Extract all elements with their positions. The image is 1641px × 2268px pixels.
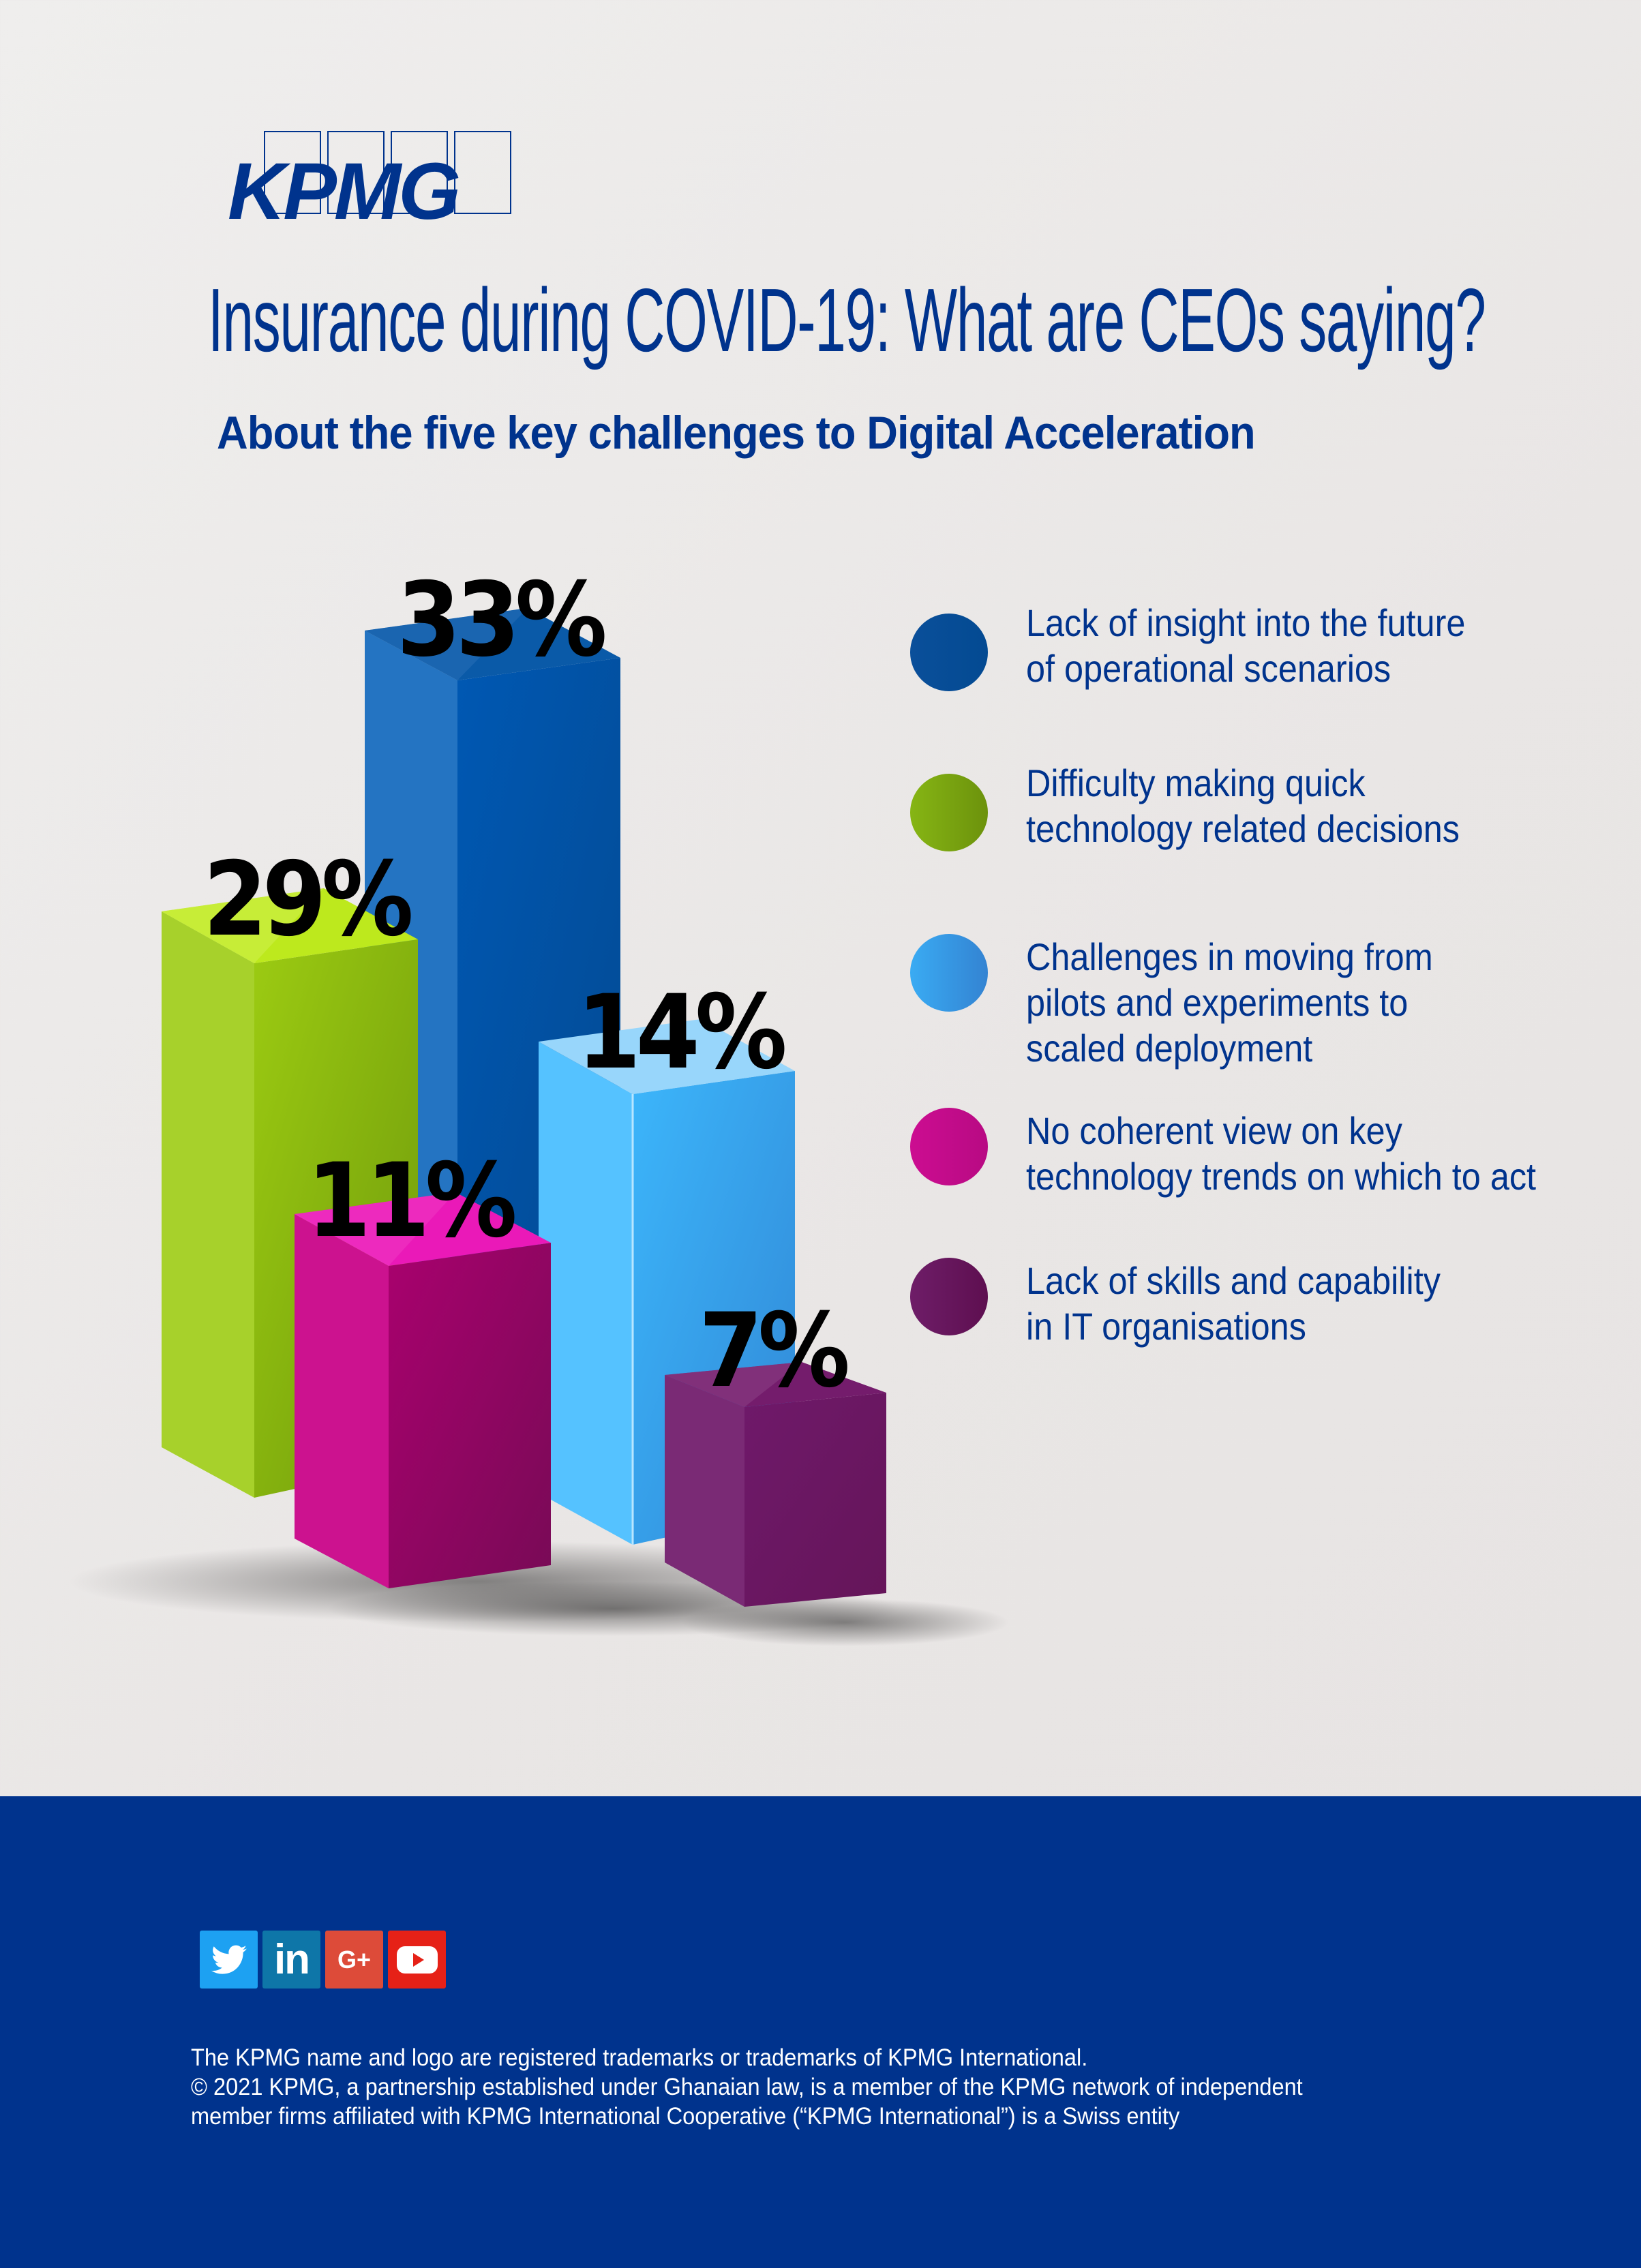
footer bbox=[0, 1796, 1641, 2268]
linkedin-icon[interactable]: in bbox=[262, 1931, 320, 1989]
bar-purple-7 bbox=[665, 1362, 886, 1607]
value-label-11: 11% bbox=[307, 1142, 517, 1260]
value-label-29: 29% bbox=[203, 841, 414, 959]
legend-label: Challenges in moving from pilots and exp… bbox=[1026, 935, 1433, 1070]
value-label-33: 33% bbox=[397, 561, 607, 680]
chart-shadow bbox=[682, 1599, 1009, 1646]
bar-chart bbox=[68, 608, 1009, 1646]
legend-dot-lightblue bbox=[910, 934, 988, 1012]
value-label-7: 7% bbox=[699, 1292, 850, 1410]
bar-magenta-11 bbox=[295, 1192, 551, 1588]
legend-label: Lack of insight into the future of opera… bbox=[1026, 601, 1466, 690]
legend-label: Lack of skills and capability in IT orga… bbox=[1026, 1259, 1441, 1348]
legend-dot-green bbox=[910, 774, 988, 851]
logo-box bbox=[454, 131, 511, 214]
legend-dot-magenta bbox=[910, 1108, 988, 1185]
legend-label: No coherent view on key technology trend… bbox=[1026, 1109, 1537, 1198]
social-links: in G+ bbox=[200, 1931, 446, 1989]
legend-dot-blue bbox=[910, 614, 988, 691]
legend-label: Difficulty making quick technology relat… bbox=[1026, 761, 1460, 850]
youtube-icon[interactable] bbox=[388, 1931, 446, 1989]
logo-box bbox=[327, 131, 385, 214]
legend-dot-purple bbox=[910, 1258, 988, 1335]
twitter-icon[interactable] bbox=[200, 1931, 258, 1989]
page-subtitle: About the five key challenges to Digital… bbox=[217, 407, 1256, 459]
page-title: Insurance during COVID-19: What are CEOs… bbox=[208, 270, 1486, 370]
google-plus-icon[interactable]: G+ bbox=[325, 1931, 383, 1989]
logo-box bbox=[264, 131, 321, 214]
kpmg-logo: KPMG bbox=[225, 116, 511, 232]
logo-wordmark: KPMG bbox=[228, 147, 461, 237]
logo-box bbox=[391, 131, 448, 214]
legal-disclaimer: The KPMG name and logo are registered tr… bbox=[191, 2044, 1303, 2130]
value-label-14: 14% bbox=[577, 973, 787, 1092]
